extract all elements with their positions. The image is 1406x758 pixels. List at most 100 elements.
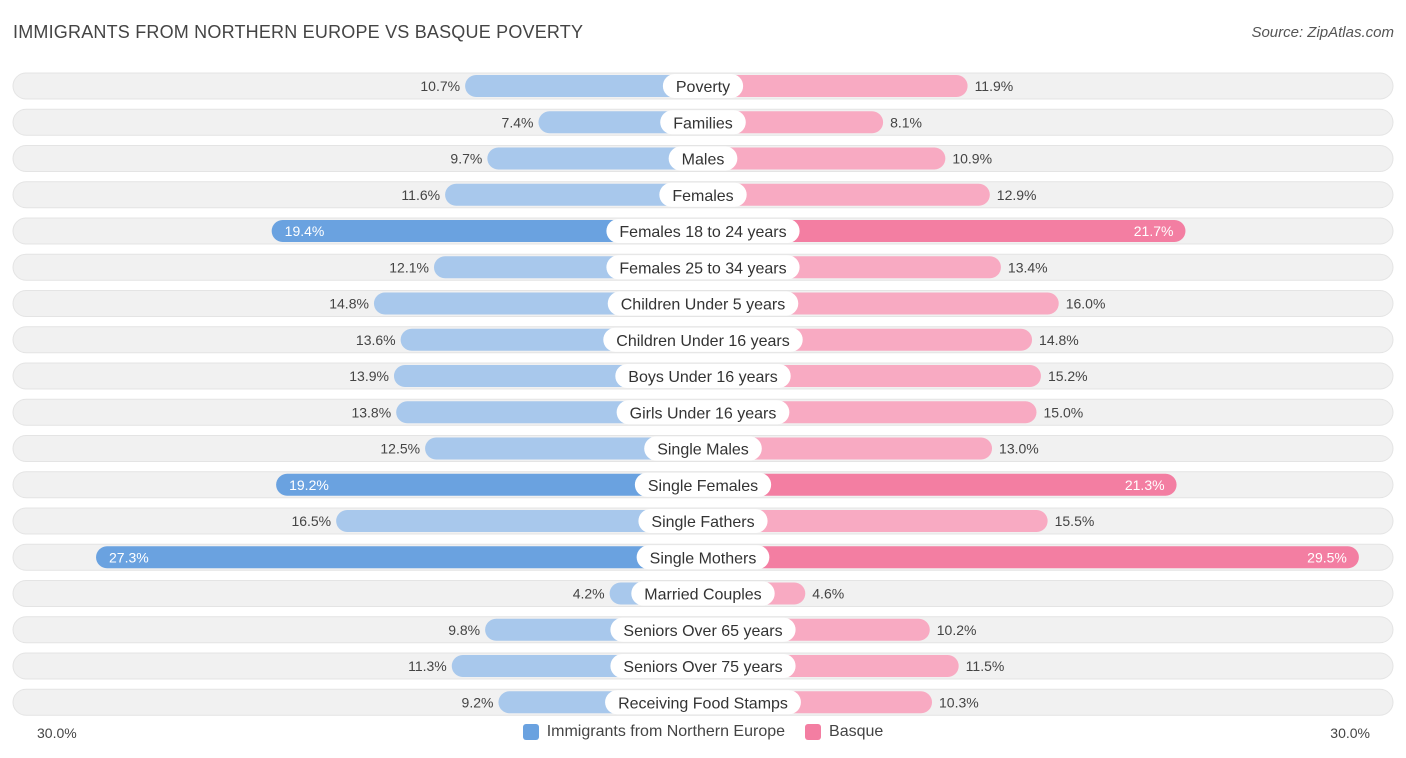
value-label-left: 7.4% <box>502 114 534 130</box>
category-label: Married Couples <box>644 587 761 604</box>
category-pill <box>606 255 800 280</box>
row-3: 11.6% 12.9% Females <box>12 181 1394 209</box>
value-label-right: 12.9% <box>997 187 1037 203</box>
row-8: 13.9% 15.2% Boys Under 16 years <box>12 362 1394 390</box>
row-15: 9.8% 10.2% Seniors Over 65 years <box>12 616 1394 644</box>
category-label: Single Mothers <box>650 550 757 567</box>
legend-swatch-right <box>805 724 822 740</box>
value-label-right: 15.0% <box>1044 404 1084 420</box>
category-label: Children Under 5 years <box>621 297 786 314</box>
value-label-right: 13.0% <box>999 441 1039 457</box>
axis-right-label: 30.0% <box>1330 725 1370 741</box>
legend: Immigrants from Northern Europe Basque <box>0 723 1406 741</box>
bar-left <box>276 473 703 496</box>
category-label: Children Under 16 years <box>616 333 789 350</box>
category-label: Seniors Over 65 years <box>623 623 782 640</box>
category-label: Boys Under 16 years <box>628 369 777 386</box>
bar-left <box>445 183 703 206</box>
category-pill <box>631 581 775 606</box>
category-label: Seniors Over 75 years <box>623 659 782 676</box>
row-5: 12.1% 13.4% Females 25 to 34 years <box>12 253 1394 281</box>
value-label-left: 4.2% <box>573 586 605 602</box>
value-label-left: 9.2% <box>462 694 494 710</box>
value-label-right: 15.2% <box>1048 368 1088 384</box>
row-11: 19.2% 21.3% Single Females <box>12 471 1394 499</box>
legend-label-right: Basque <box>829 723 884 740</box>
category-pill <box>638 509 768 533</box>
bar-left <box>487 147 703 170</box>
bar-right <box>703 546 1359 569</box>
value-label-right: 14.8% <box>1039 332 1079 348</box>
chart-area: 10.7% 11.9% Poverty 7.4% 8.1% Families 9.7% 10.… <box>12 72 1394 716</box>
bar-right <box>703 473 1177 496</box>
category-pill <box>644 436 762 461</box>
category-pill <box>662 74 744 98</box>
value-label-left: 13.8% <box>351 404 391 420</box>
axis-left-label: 30.0% <box>37 725 77 741</box>
bar-left <box>465 75 703 97</box>
category-pill <box>659 182 747 207</box>
category-label: Receiving Food Stamps <box>618 695 788 712</box>
value-label-right: 10.3% <box>939 694 979 710</box>
legend-swatch-left <box>522 724 539 740</box>
value-label-left: 13.6% <box>356 332 396 348</box>
value-label-right: 15.5% <box>1055 513 1095 529</box>
category-pill <box>607 291 799 316</box>
value-label-right: 21.3% <box>1125 477 1165 493</box>
row-17: 9.2% 10.3% Receiving Food Stamps <box>12 688 1394 716</box>
category-label: Females 18 to 24 years <box>619 224 786 241</box>
category-label: Single Fathers <box>651 514 754 531</box>
bar-right <box>703 220 1186 242</box>
row-1: 7.4% 8.1% Families <box>12 108 1394 136</box>
value-label-left: 9.8% <box>448 622 480 638</box>
category-pill <box>636 545 770 570</box>
bar-right <box>703 75 968 97</box>
value-label-right: 10.2% <box>937 622 977 638</box>
value-label-left: 9.7% <box>450 151 482 167</box>
row-10: 12.5% 13.0% Single Males <box>12 435 1394 462</box>
value-label-left: 10.7% <box>420 78 460 94</box>
legend-item-right: Basque <box>805 723 883 741</box>
legend-label-left: Immigrants from Northern Europe <box>546 723 786 740</box>
category-pill <box>606 219 800 243</box>
category-pill <box>616 400 790 425</box>
bar-right <box>703 510 1048 532</box>
value-label-right: 16.0% <box>1066 296 1106 312</box>
value-label-right: 11.9% <box>975 78 1014 94</box>
legend-item-left: Immigrants from Northern Europe <box>522 723 786 741</box>
value-label-right: 13.4% <box>1008 259 1048 275</box>
value-label-right: 21.7% <box>1134 223 1174 239</box>
bar-right <box>703 437 993 460</box>
value-label-left: 19.4% <box>285 223 325 239</box>
category-label: Females 25 to 34 years <box>619 260 786 277</box>
row-7: 13.6% 14.8% Children Under 16 years <box>12 326 1394 354</box>
value-label-left: 16.5% <box>291 513 331 529</box>
value-label-left: 19.2% <box>289 477 329 493</box>
category-pill <box>610 654 796 678</box>
bar-right <box>703 111 884 134</box>
row-14: 4.2% 4.6% Married Couples <box>12 580 1394 607</box>
bar-right <box>703 183 990 206</box>
row-2: 9.7% 10.9% Males <box>12 145 1394 172</box>
bar-right <box>703 147 946 170</box>
category-pill <box>668 146 738 171</box>
row-9: 13.8% 15.0% Girls Under 16 years <box>12 398 1394 426</box>
value-label-left: 12.1% <box>389 259 429 275</box>
category-pill <box>605 690 801 715</box>
category-label: Single Females <box>648 478 758 495</box>
value-label-left: 11.3% <box>408 658 447 674</box>
value-label-right: 10.9% <box>952 151 992 167</box>
value-label-right: 11.5% <box>966 658 1005 674</box>
chart-title: IMMIGRANTS FROM NORTHERN EUROPE VS BASQU… <box>13 22 584 42</box>
category-label: Poverty <box>676 79 730 96</box>
category-pill <box>603 327 803 352</box>
value-label-left: 11.6% <box>401 187 440 203</box>
value-label-left: 27.3% <box>109 549 149 565</box>
value-label-left: 14.8% <box>329 296 369 312</box>
category-pill <box>660 110 746 135</box>
category-pill <box>615 364 791 388</box>
value-label-left: 12.5% <box>380 441 420 457</box>
row-13: 27.3% 29.5% Single Mothers <box>12 543 1394 571</box>
category-label: Females <box>672 188 733 205</box>
row-16: 11.3% 11.5% Seniors Over 75 years <box>12 652 1394 680</box>
